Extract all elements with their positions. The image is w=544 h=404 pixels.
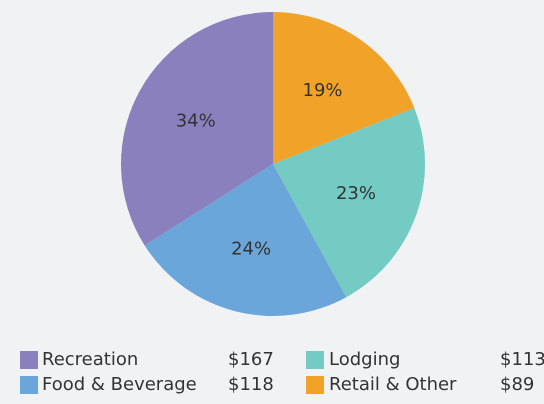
pie-slice bbox=[144, 164, 347, 316]
slice-label: 24% bbox=[231, 238, 271, 259]
legend-amount: $167 bbox=[228, 349, 274, 370]
legend-swatch bbox=[20, 376, 38, 394]
pie-slice bbox=[273, 108, 425, 298]
legend-swatch bbox=[20, 351, 38, 369]
slice-label: 23% bbox=[336, 183, 376, 204]
legend-label: Food & Beverage bbox=[42, 374, 197, 395]
legend-swatch bbox=[306, 351, 324, 369]
legend-label: Retail & Other bbox=[329, 374, 457, 395]
pie-slice bbox=[273, 12, 415, 164]
pie-slice bbox=[120, 12, 273, 246]
legend-amount: $118 bbox=[228, 374, 274, 395]
legend-amount: $89 bbox=[500, 374, 534, 395]
legend-label: Recreation bbox=[42, 349, 138, 370]
slice-label: 19% bbox=[303, 80, 343, 101]
legend-label: Lodging bbox=[329, 349, 400, 370]
slice-label: 34% bbox=[176, 111, 216, 132]
legend-amount: $113 bbox=[500, 349, 544, 370]
legend-swatch bbox=[306, 376, 324, 394]
